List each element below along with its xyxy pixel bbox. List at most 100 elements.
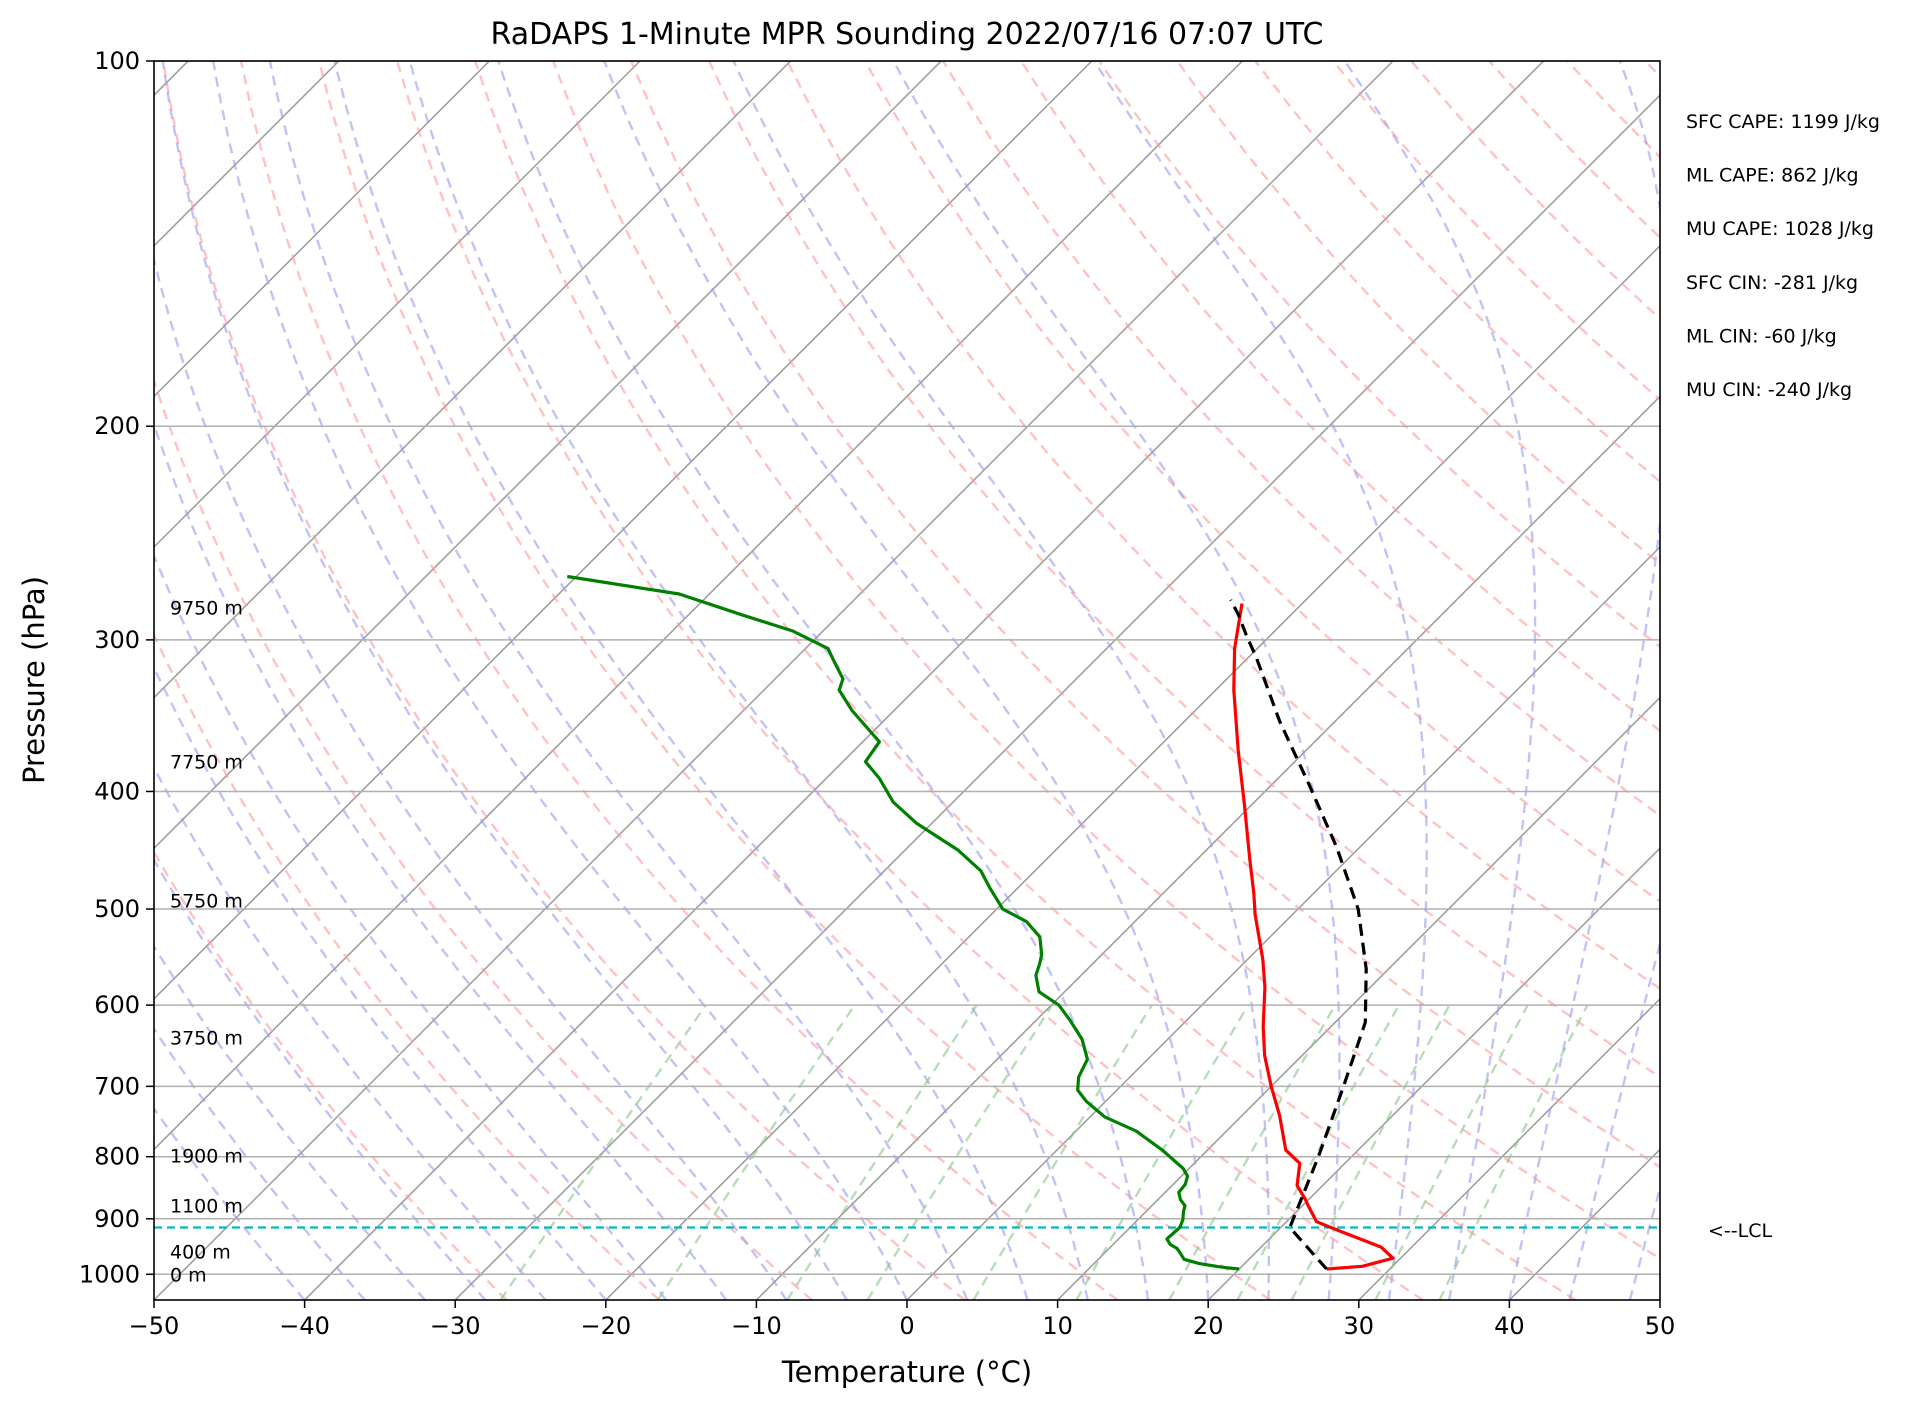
moist-adiabat-line — [154, 552, 667, 1300]
parcel-profile-line — [1229, 599, 1368, 1271]
x-tick-label: 0 — [899, 1312, 914, 1340]
moist-adiabat-line — [603, 61, 1210, 1300]
mixing-ratio-line — [1236, 1004, 1400, 1300]
moist-adiabat-line — [154, 765, 547, 1300]
x-tick-label: −30 — [430, 1312, 481, 1340]
y-tick-label: 700 — [94, 1072, 140, 1100]
instability-indices: SFC CAPE: 1199 J/kg ML CAPE: 862 J/kg MU C… — [1686, 111, 1880, 401]
index-text: MU CAPE: 1028 J/kg — [1686, 218, 1874, 240]
dry-adiabat-line — [1098, 61, 1660, 649]
mixing-ratio-line — [866, 1004, 1054, 1300]
dry-adiabat-line — [942, 61, 1660, 818]
moist-adiabat-line — [268, 61, 969, 1300]
mixing-ratio-line — [656, 1004, 856, 1300]
y-tick-label: 100 — [94, 47, 140, 75]
index-text: SFC CAPE: 1199 J/kg — [1686, 111, 1880, 133]
y-tick-label: 200 — [94, 412, 140, 440]
x-tick-label: −50 — [129, 1312, 180, 1340]
dry-adiabat-line — [239, 61, 1119, 1300]
y-tick-label: 500 — [94, 895, 140, 923]
x-tick-label: 40 — [1494, 1312, 1525, 1340]
isotherm-line — [154, 61, 1394, 1300]
isotherm-line — [454, 94, 1660, 1300]
height-label: 1900 m — [170, 1145, 243, 1167]
moist-adiabat-line — [892, 61, 1341, 1300]
moist-adiabat-line — [154, 1106, 306, 1300]
dry-adiabat-line — [154, 376, 813, 1300]
moist-adiabat-line — [1093, 61, 1428, 1300]
moist-adiabat-line — [154, 664, 607, 1300]
height-label: 1100 m — [170, 1196, 243, 1218]
moist-adiabat-line — [1628, 1183, 1660, 1300]
mixing-ratio-line — [1438, 1004, 1589, 1300]
dry-adiabat-line — [154, 631, 661, 1300]
moist-adiabat-line — [1568, 939, 1660, 1300]
y-tick-label: 300 — [94, 626, 140, 654]
isotherm-line — [154, 61, 1093, 1000]
dewpoint-profile-line — [567, 574, 1240, 1271]
x-tick-label: 30 — [1344, 1312, 1375, 1340]
moist-adiabat-line — [212, 61, 909, 1300]
y-tick-label: 800 — [94, 1143, 140, 1171]
mixing-ratio-line — [1374, 1004, 1529, 1300]
x-tick-label: 50 — [1645, 1312, 1676, 1340]
moist-adiabat-line — [333, 61, 1029, 1300]
height-label: 7750 m — [170, 752, 243, 774]
y-axis-ticks: 100 200 300 400 500 600 700 800 900 1000 — [79, 47, 154, 1288]
dry-adiabat-line — [786, 61, 1660, 991]
moist-adiabat-line — [497, 61, 1150, 1300]
x-tick-label: 20 — [1193, 1312, 1224, 1340]
temperature-profile-line — [1232, 603, 1395, 1271]
height-label: 5750 m — [170, 891, 243, 913]
y-tick-label: 1000 — [79, 1260, 140, 1288]
moist-adiabat-line — [1343, 61, 1537, 1300]
isotherm-line — [1358, 997, 1660, 1300]
dry-adiabat-line — [154, 849, 508, 1300]
index-text: ML CIN: -60 J/kg — [1686, 325, 1837, 347]
height-label: 3750 m — [170, 1027, 243, 1049]
x-tick-label: −20 — [580, 1312, 631, 1340]
index-text: ML CAPE: 862 J/kg — [1686, 165, 1859, 187]
y-axis-label: Pressure (hPa) — [17, 576, 51, 784]
moist-adiabat-line — [1508, 61, 1660, 1300]
isotherm-line — [1057, 696, 1660, 1300]
height-label: 0 m — [170, 1264, 207, 1286]
y-tick-label: 600 — [94, 991, 140, 1019]
isotherm-line — [304, 61, 1545, 1300]
mixing-ratio-line — [1290, 1004, 1451, 1300]
moist-adiabat-line — [732, 61, 1270, 1300]
moist-adiabat-line — [154, 255, 788, 1300]
x-axis-label: Temperature (°C) — [781, 1355, 1032, 1389]
x-tick-label: −40 — [279, 1312, 330, 1340]
dry-adiabat-line — [708, 61, 1660, 1079]
dry-adiabat-line — [473, 61, 1577, 1300]
x-tick-label: 10 — [1042, 1312, 1073, 1340]
isotherm-line — [154, 61, 942, 850]
moist-adiabat-line — [408, 61, 1089, 1300]
moist-adiabat-line — [161, 61, 848, 1300]
isotherm-line — [154, 61, 490, 398]
y-tick-label: 400 — [94, 777, 140, 805]
isotherm-line — [154, 61, 1243, 1151]
dry-adiabat-line — [629, 61, 1660, 1169]
index-text: MU CIN: -240 J/kg — [1686, 379, 1852, 401]
height-label: 9750 m — [170, 597, 243, 619]
chart-title: RaDAPS 1-Minute MPR Sounding 2022/07/16 … — [491, 17, 1324, 52]
isotherm-line — [154, 61, 641, 549]
dry-adiabat-line — [161, 61, 966, 1300]
sounding-series — [567, 574, 1395, 1271]
x-axis-ticks: −50 −40 −30 −20 −10 0 10 20 30 40 50 — [129, 1300, 1676, 1340]
lcl-label: <--LCL — [1708, 1220, 1772, 1242]
height-label: 400 m — [170, 1242, 231, 1264]
x-tick-label: −10 — [731, 1312, 782, 1340]
index-text: SFC CIN: -281 J/kg — [1686, 272, 1858, 294]
isotherm-line — [154, 61, 792, 699]
moist-adiabat-line — [154, 421, 728, 1300]
mixing-ratio-line — [786, 1004, 978, 1300]
isotherm-line — [1207, 847, 1660, 1300]
dry-adiabat-line — [395, 61, 1424, 1300]
pressure-gridlines — [154, 61, 1660, 1276]
isotherm-line — [906, 545, 1660, 1300]
